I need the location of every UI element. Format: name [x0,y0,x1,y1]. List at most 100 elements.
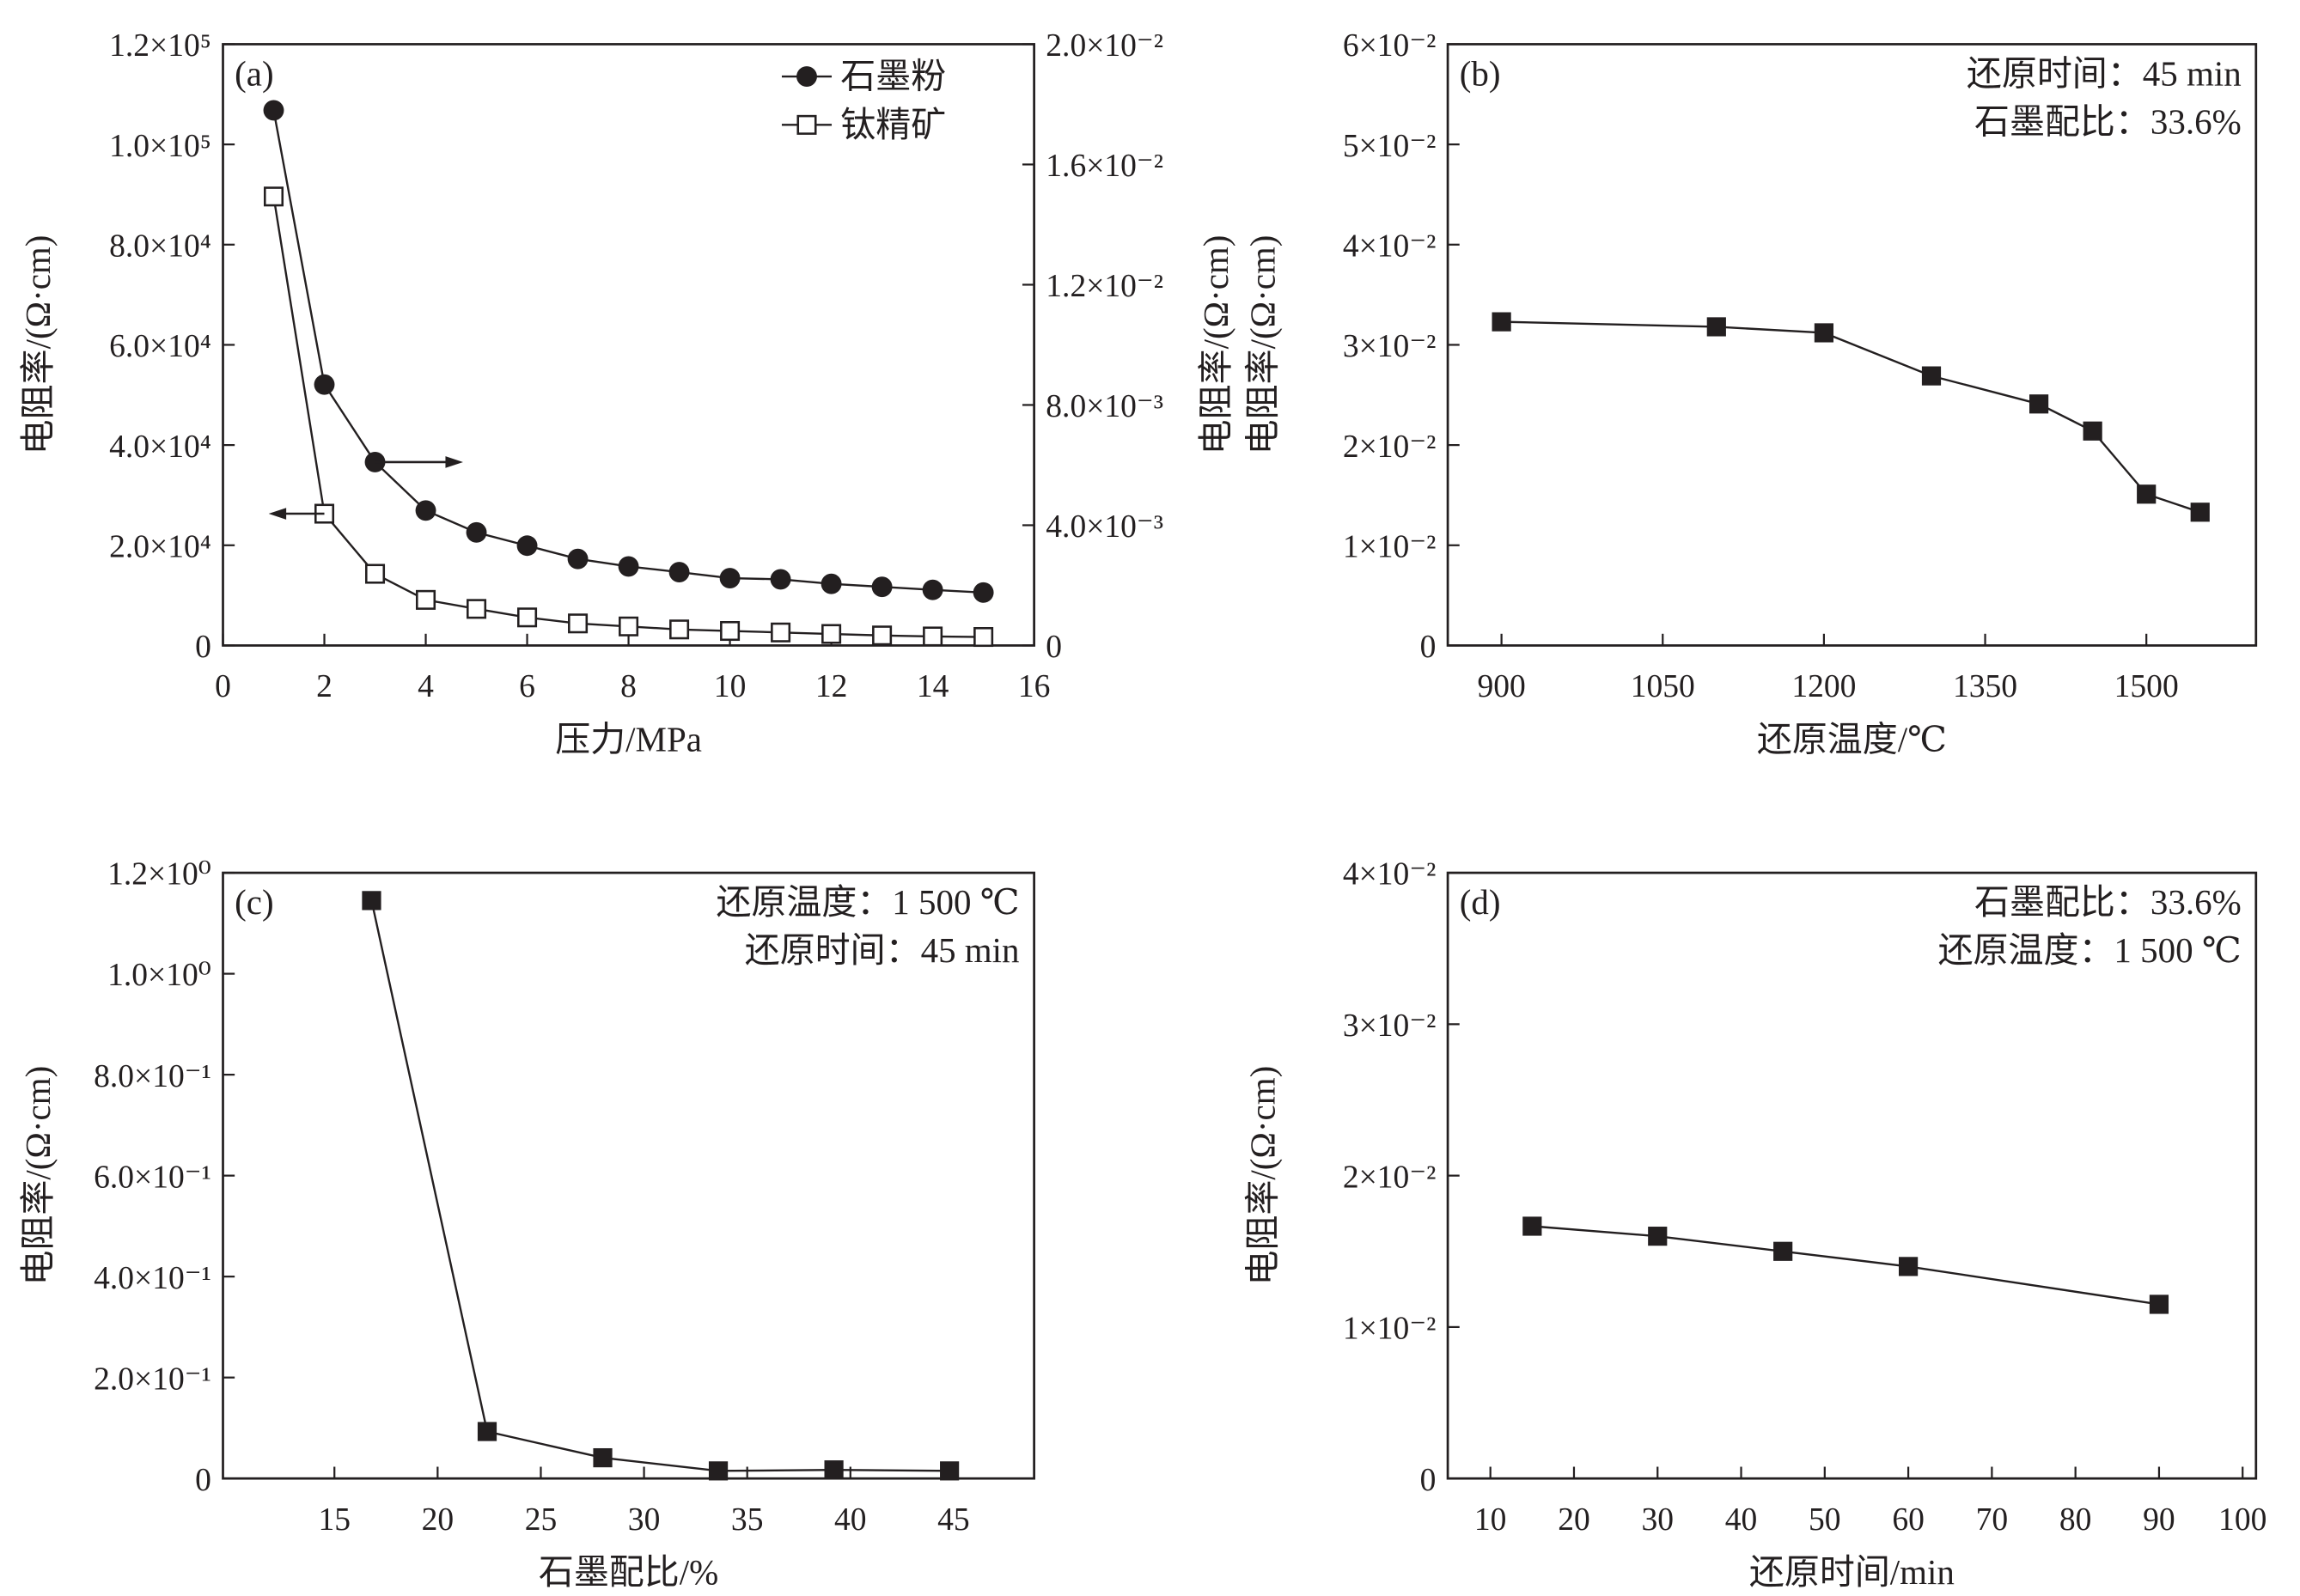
y-tick-label: 4×10⁻² [1343,857,1437,892]
data-point [719,568,741,588]
x-axis-label: 还原时间/min [1749,1552,1955,1592]
y-tick-label: 6.0×10⁴ [109,329,211,364]
legend-marker [796,114,817,135]
annotation: 还原温度：1 500 ℃ [1938,930,2242,970]
y2-tick-label: 1.6×10⁻² [1046,149,1163,184]
data-point [2190,503,2210,522]
data-point [568,613,589,634]
data-point [466,521,487,543]
data-point [2149,1294,2169,1314]
data-point [362,891,381,911]
data-point [2029,394,2049,414]
data-point [1706,317,1726,337]
series-0 [263,100,994,603]
data-point [1522,1216,1542,1236]
y2-tick-label: 4.0×10⁻³ [1046,509,1163,545]
x-tick-label: 900 [1477,669,1525,704]
panel-label: (d) [1460,882,1501,922]
data-point [263,100,284,121]
data-point [619,616,639,637]
data-point [1773,1241,1793,1261]
data-point [416,589,436,610]
data-point [872,625,893,646]
panel-d: 10 20 30 40 50 60 70 80 90 100 0 1×10⁻² 2×10⁻² 3×10⁻²… [1243,857,2267,1592]
y-tick-label: 0 [195,630,211,665]
annotation: 还原温度：1 500 ℃ [716,882,1019,922]
y2-tick-label: 0 [1046,630,1062,665]
data-point [770,569,791,590]
data-point [365,563,386,584]
y-tick-label: 2.0×10⁻¹ [94,1361,211,1397]
y-tick-label: 1.0×10⁵ [109,129,211,164]
x-tick-label: 0 [215,669,231,704]
data-point [1898,1257,1919,1276]
x-tick-label: 40 [1725,1502,1758,1538]
y-tick-label: 4.0×10⁻¹ [94,1261,211,1296]
x-tick-label: 35 [731,1502,764,1538]
y-tick-label: 6×10⁻² [1343,28,1437,64]
y-tick-label: 0 [195,1463,211,1498]
x-tick-label: 80 [2059,1502,2092,1538]
x-tick-label: 14 [917,669,949,704]
y-tick-label: 8.0×10⁻¹ [94,1059,211,1094]
series-data [362,891,960,1481]
data-point [2083,421,2102,441]
y-axis-label: 电阻率/(Ω·cm) [18,235,58,455]
y-tick-label: 1×10⁻² [1343,529,1437,564]
series-1 [263,186,994,648]
y-tick-label: 2×10⁻² [1343,429,1437,465]
series-line [1532,1225,2160,1306]
data-point [477,1422,497,1441]
y2-tick-label: 1.2×10⁻² [1046,269,1163,304]
annotation: 石墨配比：33.6% [1974,102,2242,142]
y-axis-label: 电阻率/(Ω·cm) [1243,1066,1283,1286]
data-point [567,548,589,570]
x-axis-label: 石墨配比/% [539,1552,718,1592]
legend-label: 石墨粉 [840,57,946,96]
data-point [1492,312,1511,332]
series-data [1492,312,2210,522]
x-tick-label: 8 [620,669,637,704]
x-tick-label: 20 [422,1502,455,1538]
data-point [669,619,690,640]
data-point [821,624,842,644]
y-tick-label: 8.0×10⁴ [109,228,211,264]
x-tick-label: 1500 [2114,669,2179,704]
y-tick-label: 4.0×10⁴ [109,429,211,465]
x-tick-label: 60 [1892,1502,1925,1538]
y-axis-label: 电阻率/(Ω·cm) [1243,235,1283,455]
data-point [871,576,893,598]
legend-label: 钛精矿 [840,105,946,144]
data-point [1648,1227,1668,1246]
arrow-head-right [445,456,463,468]
panel-c: 15 20 25 30 35 40 45 0 2.0×10⁻¹ 4.0×10⁻¹ 6.0×10⁻¹ 8… [18,857,1035,1592]
y-tick-label: 1.0×10⁰ [107,958,211,993]
data-point [940,1461,960,1481]
panel-label: (b) [1460,53,1501,93]
y-tick-label: 2.0×10⁴ [109,529,211,564]
data-point [922,579,943,600]
series-line [1501,320,2201,514]
data-point [415,500,436,521]
x-tick-label: 1200 [1791,669,1856,704]
y-tick-label: 2×10⁻² [1343,1160,1437,1195]
y-axis-label: 电阻率/(Ω·cm) [18,1066,58,1286]
y2-axis-label: 电阻率/(Ω·cm) [1196,235,1235,455]
y-tick-label: 3×10⁻² [1343,1008,1437,1044]
y-tick-label: 5×10⁻² [1343,129,1437,164]
x-tick-label: 70 [1976,1502,2009,1538]
x-axis-label: 还原温度/℃ [1757,719,1947,758]
panel-label: (a) [235,53,273,93]
y-tick-label: 0 [1420,1463,1437,1498]
x-tick-label: 2 [316,669,332,704]
y-tick-label: 6.0×10⁻¹ [94,1160,211,1195]
data-point [973,627,994,648]
y-tick-label: 1×10⁻² [1343,1312,1437,1347]
x-tick-label: 6 [519,669,535,704]
x-tick-label: 15 [318,1502,351,1538]
data-point [708,1461,729,1481]
series-line [370,900,950,1472]
x-tick-label: 50 [1809,1502,1841,1538]
